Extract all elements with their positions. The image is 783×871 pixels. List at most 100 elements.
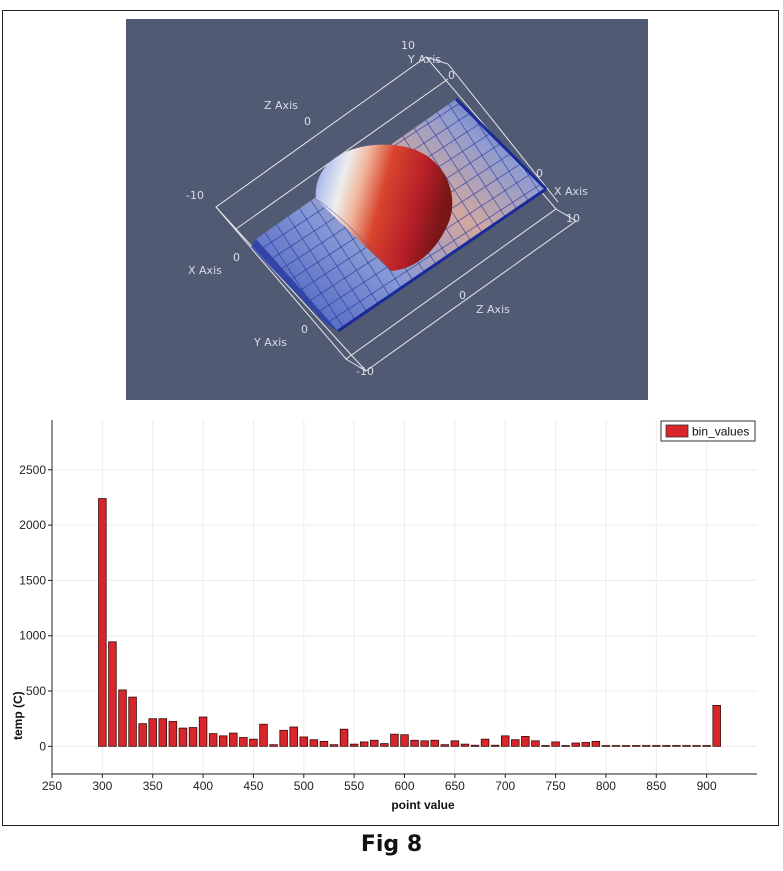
histogram-bar	[239, 737, 248, 747]
bounding-box	[215, 56, 577, 372]
3d-render-view: Y Axis 10 0 Z Axis 0 -10 0 X Axis 0 X Ax…	[126, 19, 648, 400]
dome-surface	[315, 144, 453, 272]
legend: bin_values	[660, 420, 756, 442]
histogram-bar	[309, 739, 319, 747]
histogram-bar	[450, 740, 460, 747]
histogram-bar	[511, 739, 520, 747]
chart-grid	[51, 420, 757, 774]
histogram-bar	[581, 742, 591, 747]
histogram-bar	[128, 696, 137, 747]
tick-label: 10	[401, 39, 415, 52]
y-tick-label: 1000	[19, 629, 46, 643]
histogram-bar	[178, 727, 188, 747]
tick-label: -10	[186, 189, 204, 202]
histogram-bar	[269, 744, 278, 747]
histogram-bar	[521, 735, 530, 747]
tick-label: 10	[566, 212, 580, 225]
histogram-bar	[329, 744, 339, 747]
tick-label: 0	[536, 167, 543, 180]
x-tick-label: 450	[243, 779, 263, 793]
histogram-bar	[621, 745, 631, 747]
histogram-bar	[480, 738, 490, 747]
histogram-bar	[662, 745, 671, 747]
x-axis-label-left: X Axis	[188, 264, 222, 277]
y-tick-labels: 0 500 1000 1500 2000 2500	[19, 463, 52, 753]
histogram-bar	[98, 498, 107, 747]
y-tick-label: 1500	[19, 573, 46, 587]
legend-swatch	[665, 424, 689, 438]
histogram-bar	[259, 723, 268, 747]
x-axis-label-right: X Axis	[554, 185, 588, 198]
histogram-bar	[370, 739, 379, 747]
histogram-bar	[470, 744, 480, 747]
histogram-bar	[672, 745, 681, 747]
histogram-bar	[712, 705, 721, 747]
x-tick-label: 250	[42, 779, 62, 793]
histogram-bar	[218, 735, 228, 747]
histogram-bar	[430, 739, 439, 747]
x-tick-labels: 250 300 350 400 450 500 550 600 650 700 750 800 850 9…	[42, 774, 717, 793]
histogram-bar	[702, 745, 711, 747]
y-tick-label: 0	[39, 739, 46, 753]
histogram-bar	[279, 729, 288, 747]
histogram-bar	[229, 732, 238, 747]
tick-label: 0	[301, 323, 308, 336]
histogram-bar	[198, 716, 208, 747]
histogram-bar	[359, 741, 369, 747]
x-axis-title: point value	[391, 798, 455, 812]
histogram-bar	[249, 738, 258, 747]
histogram-bar	[168, 721, 178, 747]
histogram-bar	[400, 734, 409, 747]
histogram-bar	[148, 718, 157, 747]
bar-series	[98, 498, 721, 747]
legend-label: bin_values	[692, 425, 749, 439]
histogram-bar	[641, 745, 651, 747]
x-tick-label: 400	[193, 779, 213, 793]
x-tick-label: 750	[546, 779, 566, 793]
z-axis-label-bottom: Z Axis	[476, 303, 510, 316]
histogram-bar	[420, 740, 429, 747]
x-tick-label: 300	[92, 779, 112, 793]
tick-label: 0	[459, 289, 466, 302]
histogram-bar	[289, 726, 298, 747]
histogram-bar	[500, 735, 510, 747]
histogram-bar	[380, 743, 389, 747]
histogram-bar	[531, 740, 540, 747]
histogram-bar	[571, 742, 580, 747]
histogram-bar	[460, 743, 470, 747]
histogram-bar	[440, 744, 450, 747]
histogram-bar	[561, 745, 570, 747]
histogram-bar	[591, 740, 601, 747]
histogram-bar	[390, 733, 399, 747]
histogram-bar	[692, 745, 701, 747]
histogram-bar	[208, 733, 218, 747]
histogram-bar	[299, 736, 309, 747]
histogram-bar	[118, 689, 127, 747]
histogram-bar	[108, 641, 117, 747]
histogram-bar	[188, 727, 198, 747]
histogram-bar	[551, 741, 560, 747]
x-tick-label: 700	[495, 779, 515, 793]
y-axis-label-top: Y Axis	[407, 53, 441, 66]
histogram-bar	[158, 718, 168, 747]
tick-label: 0	[448, 69, 455, 82]
histogram-bar	[541, 745, 550, 747]
x-tick-label: 550	[344, 779, 364, 793]
y-tick-label: 2000	[19, 518, 46, 532]
x-tick-label: 600	[394, 779, 414, 793]
x-tick-label: 650	[445, 779, 465, 793]
histogram-bar	[490, 744, 500, 747]
histogram-bar	[682, 745, 691, 747]
x-tick-label: 850	[646, 779, 666, 793]
x-tick-label: 500	[294, 779, 314, 793]
histogram-bar	[138, 723, 147, 747]
histogram-bar	[410, 739, 419, 747]
histogram-bar	[349, 743, 359, 747]
y-axis-label-bottom: Y Axis	[253, 336, 287, 349]
histogram-bar	[611, 745, 621, 747]
x-tick-label: 900	[697, 779, 717, 793]
tick-label: -10	[356, 365, 374, 378]
histogram-bar	[339, 728, 349, 747]
tick-label: 0	[304, 115, 311, 128]
x-tick-label: 800	[596, 779, 616, 793]
